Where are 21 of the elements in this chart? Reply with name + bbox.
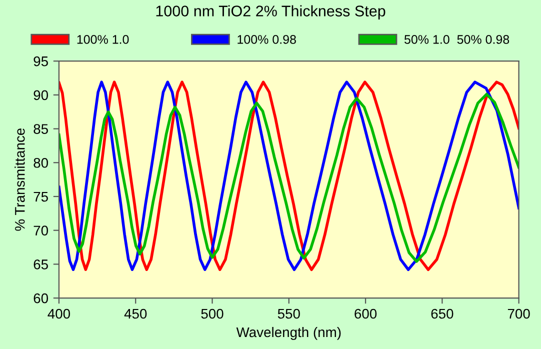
x-tick-label: 600	[354, 308, 377, 319]
x-tick-label: 550	[278, 308, 300, 319]
chart-title: 1000 nm TiO2 2% Thickness Step	[156, 5, 386, 20]
y-tick-label: 60	[34, 293, 48, 304]
x-tick-label: 450	[124, 308, 147, 319]
y-tick-label: 65	[34, 260, 48, 270]
y-axis-title: % Transmittance	[14, 128, 25, 231]
x-tick-label: 700	[508, 308, 530, 319]
y-tick-label: 70	[34, 226, 48, 236]
x-axis-title: Wavelength (nm)	[236, 326, 341, 340]
legend-label: 100% 1.0	[77, 35, 129, 44]
legend-label: 50% 1.0 50% 0.98	[404, 35, 510, 44]
y-tick-label: 90	[34, 90, 48, 100]
y-tick-label: 85	[34, 124, 48, 134]
x-tick-label: 650	[431, 308, 454, 319]
y-tick-label: 95	[34, 56, 48, 66]
y-tick-label: 80	[34, 158, 48, 168]
x-tick-label: 400	[48, 308, 70, 319]
legend-label: 100% 0.98	[238, 35, 296, 44]
x-tick-label: 500	[201, 308, 224, 319]
y-tick-label: 75	[34, 192, 48, 202]
